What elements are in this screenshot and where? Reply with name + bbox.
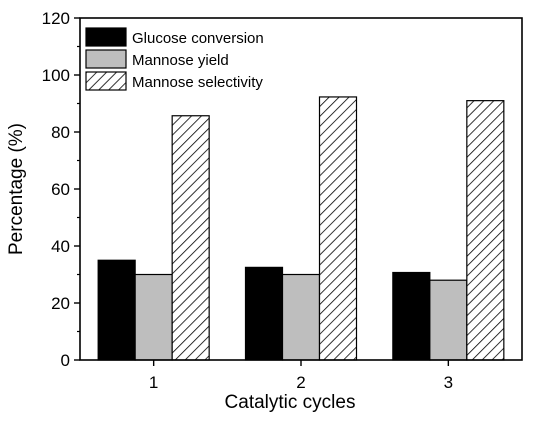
y-tick-label: 20 — [51, 294, 70, 313]
y-tick-label: 120 — [42, 9, 70, 28]
x-axis-title: Catalytic cycles — [225, 392, 356, 413]
y-tick-label: 60 — [51, 180, 70, 199]
legend-label: Glucose conversion — [132, 30, 264, 47]
legend-swatch-mannose-selectivity — [85, 71, 127, 91]
x-tick-label: 2 — [296, 373, 305, 392]
bar-mannose-selectivity-cycle-2 — [318, 96, 358, 361]
bar-glucose-conversion-cycle-3 — [392, 271, 431, 361]
bar-mannose-selectivity-cycle-1 — [171, 115, 210, 361]
legend-label: Mannose selectivity — [132, 74, 263, 91]
bar-glucose-conversion-cycle-2 — [244, 266, 284, 361]
bar-mannose-yield-cycle-3 — [429, 279, 468, 361]
legend-swatch-mannose-yield — [85, 49, 127, 69]
legend-label: Mannose yield — [132, 52, 229, 69]
bar-glucose-conversion-cycle-1 — [97, 259, 136, 361]
plot-frame — [79, 17, 523, 361]
y-tick-label: 80 — [51, 123, 70, 142]
y-tick-label: 40 — [51, 237, 70, 256]
x-tick-label: 3 — [444, 373, 453, 392]
bar-mannose-yield-cycle-2 — [281, 273, 321, 361]
y-tick-label: 0 — [61, 351, 70, 370]
legend-swatch-glucose-conversion — [85, 27, 127, 47]
bar-mannose-selectivity-cycle-3 — [466, 100, 505, 361]
y-tick-label: 100 — [42, 66, 70, 85]
y-axis-title: Percentage (%) — [6, 123, 27, 255]
x-tick-label: 1 — [149, 373, 158, 392]
bar-mannose-yield-cycle-1 — [134, 273, 173, 361]
